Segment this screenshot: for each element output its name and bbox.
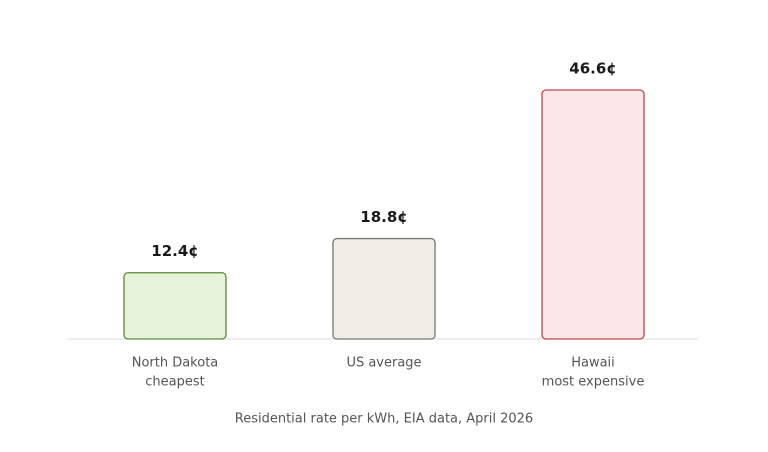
category-label: US average [346,356,421,371]
category-label: North Dakota [132,356,219,371]
category-label: most expensive [542,375,645,390]
bar [123,272,227,340]
category-label: cheapest [145,375,204,390]
bar [541,89,645,340]
bar [332,237,436,340]
value-label: 12.4¢ [151,242,198,260]
value-label: 18.8¢ [360,208,407,226]
caption: Residential rate per kWh, EIA data, Apri… [235,412,533,427]
category-label: Hawaii [571,356,615,371]
value-label: 46.6¢ [569,60,616,78]
